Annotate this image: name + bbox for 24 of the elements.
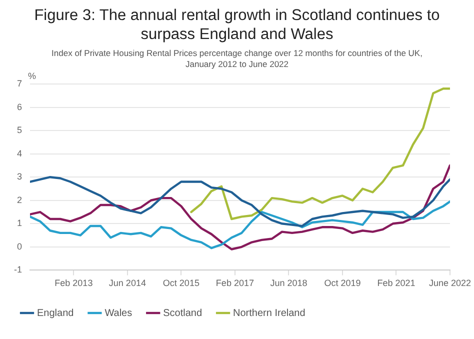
- y-tick-label: 0: [16, 241, 22, 252]
- chart-subtitle: Index of Private Housing Rental Prices percentage change over 12 months for countries of the UK, January 2012 to June 2022: [50, 48, 424, 70]
- y-tick-label: 3: [16, 172, 22, 182]
- x-tick-label: Feb 2013: [54, 278, 93, 288]
- x-tick-label: Jun 2014: [108, 278, 146, 288]
- y-axis-title: %: [28, 70, 36, 81]
- x-tick-label: June 2022: [428, 278, 472, 288]
- x-tick-label: Feb 2021: [377, 278, 416, 288]
- chart-title: Figure 3: The annual rental growth in Scotland continues to surpass England and Wales: [33, 6, 441, 44]
- y-tick-label: 6: [16, 102, 22, 112]
- y-tick-label: 4: [16, 148, 22, 158]
- y-tick-label: 7: [16, 78, 22, 88]
- legend-label: Northern Ireland: [233, 308, 306, 319]
- x-tick-label: Jun 2018: [270, 278, 308, 288]
- x-tick-label: Feb 2017: [216, 278, 254, 288]
- y-tick-label: 5: [16, 125, 22, 136]
- y-tick-label: 1: [16, 218, 22, 228]
- legend-label: England: [37, 308, 74, 319]
- legend-label: Scotland: [163, 308, 202, 319]
- legend-label: Wales: [104, 308, 132, 319]
- y-tick-label: -1: [14, 264, 22, 275]
- y-tick-label: 2: [16, 194, 22, 205]
- x-tick-label: Oct 2015: [162, 278, 200, 288]
- x-tick-label: Oct 2019: [324, 278, 361, 288]
